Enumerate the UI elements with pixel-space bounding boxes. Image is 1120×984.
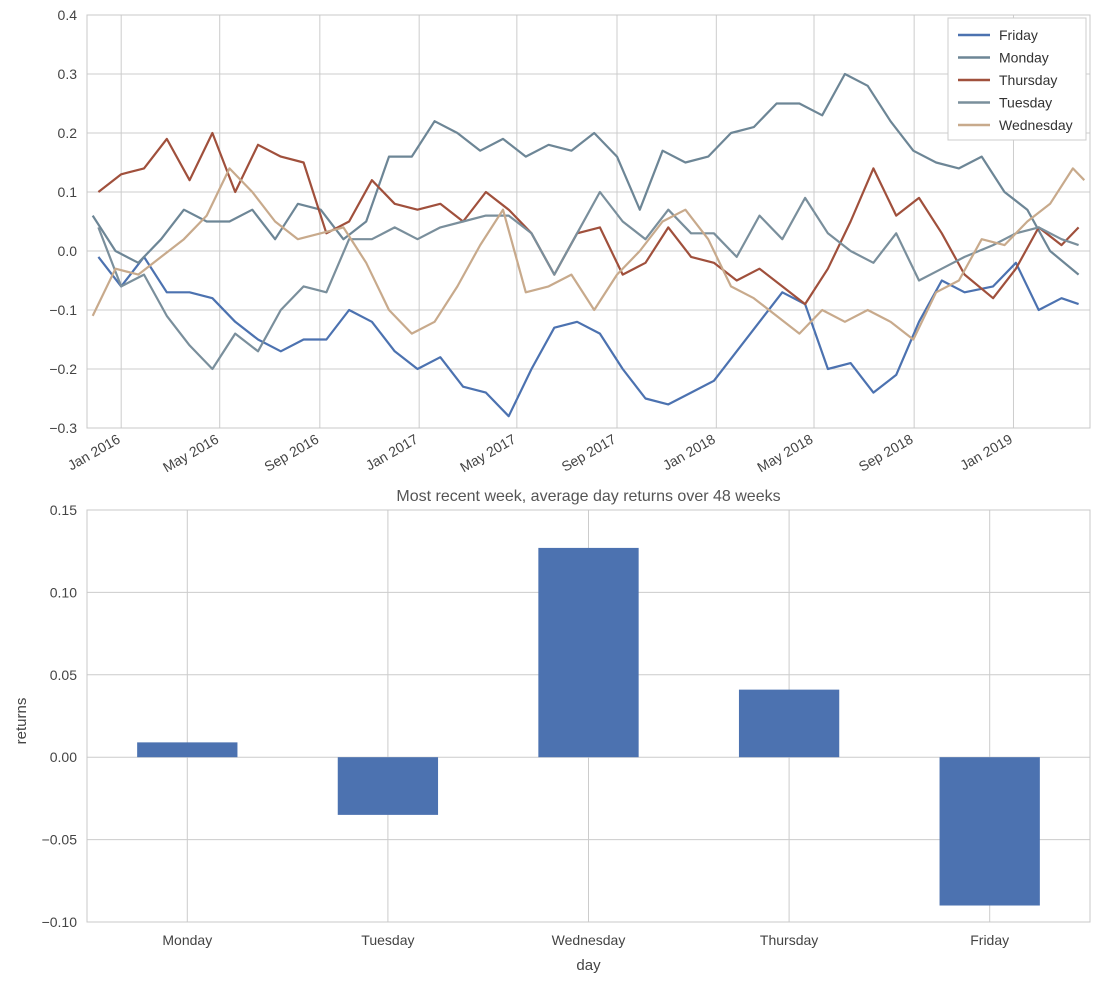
bar-y-tick-label: 0.05 xyxy=(50,667,77,683)
line-y-tick-label: −0.1 xyxy=(49,302,77,318)
series-line-tuesday xyxy=(97,190,1079,371)
line-x-tick-label: May 2016 xyxy=(160,431,221,476)
legend-label: Thursday xyxy=(999,72,1057,88)
bar-x-tick-label: Tuesday xyxy=(361,932,414,948)
bar-y-tick-label: 0.15 xyxy=(50,502,77,518)
legend-label: Friday xyxy=(999,27,1038,43)
bar-thursday xyxy=(738,689,840,758)
line-x-tick-label: Jan 2016 xyxy=(65,431,123,474)
bar-y-axis-label: returns xyxy=(13,698,30,745)
bar-y-tick-label: 0.00 xyxy=(50,749,77,765)
line-y-tick-label: 0.0 xyxy=(58,243,78,259)
line-y-tick-label: 0.2 xyxy=(58,125,78,141)
bar-monday xyxy=(137,742,238,758)
series-line-monday xyxy=(91,72,1080,276)
bar-wednesday xyxy=(538,547,639,758)
bar-y-tick-label: −0.05 xyxy=(42,832,78,848)
line-x-tick-label: Jan 2019 xyxy=(957,431,1015,474)
legend-label: Tuesday xyxy=(999,95,1052,111)
line-x-tick-label: May 2017 xyxy=(457,431,518,476)
bar-chart-title: Most recent week, average day returns ov… xyxy=(396,488,780,505)
series-line-wednesday xyxy=(91,167,1086,341)
bar-y-tick-label: −0.10 xyxy=(42,914,78,930)
line-x-tick-label: Sep 2016 xyxy=(261,431,321,475)
line-plot-frame xyxy=(86,14,1091,429)
bar-tuesday xyxy=(337,757,439,815)
series-line-friday xyxy=(97,255,1079,418)
line-x-tick-label: Sep 2018 xyxy=(856,431,916,475)
bar-x-axis-label: day xyxy=(576,957,601,974)
line-x-tick-label: May 2018 xyxy=(754,431,815,476)
bar-x-tick-label: Thursday xyxy=(760,932,818,948)
line-x-tick-label: Jan 2017 xyxy=(363,431,421,474)
legend-label: Wednesday xyxy=(999,117,1073,133)
line-y-tick-label: 0.4 xyxy=(58,7,78,23)
bar-plot-frame xyxy=(86,509,1091,923)
line-y-tick-label: 0.1 xyxy=(58,184,78,200)
legend-label: Monday xyxy=(999,50,1049,66)
bar-x-tick-label: Friday xyxy=(970,932,1009,948)
bar-friday xyxy=(939,757,1040,906)
line-x-tick-label: Sep 2017 xyxy=(559,431,619,475)
line-y-tick-label: −0.2 xyxy=(49,361,77,377)
bar-x-tick-label: Wednesday xyxy=(552,932,626,948)
bar-y-tick-label: 0.10 xyxy=(50,584,77,600)
line-x-tick-label: Jan 2018 xyxy=(660,431,718,474)
bar-x-tick-label: Monday xyxy=(162,932,212,948)
series-line-thursday xyxy=(97,131,1080,306)
line-y-tick-label: −0.3 xyxy=(49,420,77,436)
line-y-tick-label: 0.3 xyxy=(58,66,78,82)
